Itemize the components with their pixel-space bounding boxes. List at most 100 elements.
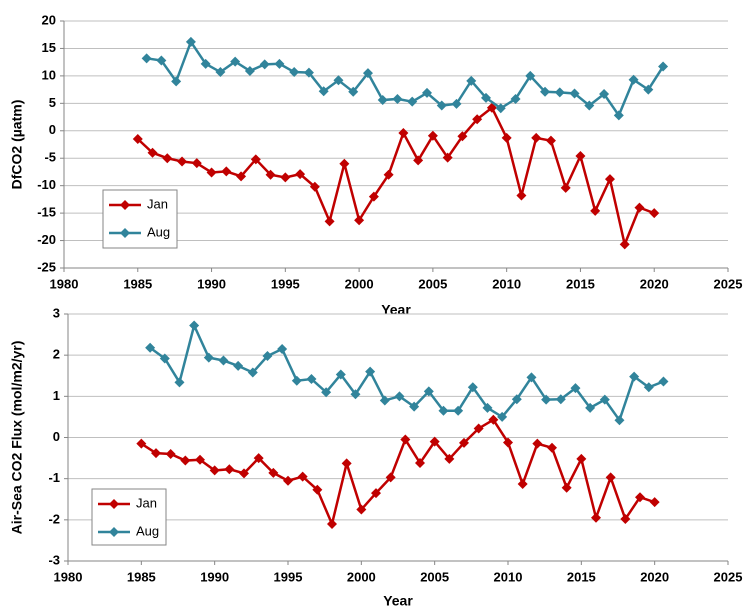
- y-axis-label: Air-Sea CO2 Flux (mol/m2/yr): [9, 341, 25, 535]
- data-point: [379, 395, 390, 406]
- data-point: [265, 169, 276, 180]
- data-point: [495, 103, 506, 114]
- x-tick-label: 1990: [197, 276, 226, 291]
- data-point: [259, 59, 270, 70]
- data-point: [576, 453, 587, 464]
- data-point: [159, 353, 170, 364]
- data-point: [472, 114, 483, 125]
- data-point: [156, 55, 167, 66]
- data-point: [599, 394, 610, 405]
- data-point: [236, 171, 247, 182]
- data-point: [643, 382, 654, 393]
- data-point: [473, 423, 484, 434]
- y-tick-label: -25: [37, 259, 56, 274]
- data-point: [283, 475, 293, 486]
- data-point: [277, 343, 288, 354]
- data-point: [239, 468, 249, 479]
- data-point: [409, 401, 420, 412]
- data-point: [335, 369, 346, 380]
- y-tick-label: 20: [42, 12, 56, 27]
- data-point: [517, 479, 528, 490]
- data-point: [215, 67, 226, 78]
- data-point: [511, 394, 522, 405]
- data-point: [147, 147, 158, 158]
- data-point: [180, 455, 191, 466]
- x-tick-label: 2025: [714, 569, 743, 584]
- data-point: [203, 352, 214, 363]
- chart: -3 -2 -1 0 1 2 3 1980 1985 1990 1995 2000 2005 2010 20…: [9, 305, 743, 608]
- data-point: [189, 320, 200, 331]
- y-tick-label: -15: [37, 205, 56, 220]
- y-tick-label: -1: [48, 470, 60, 485]
- data-point: [191, 158, 202, 169]
- data-point: [453, 405, 464, 416]
- data-point: [177, 156, 188, 167]
- data-point: [141, 53, 152, 64]
- data-point: [262, 350, 273, 361]
- data-point: [545, 135, 556, 146]
- data-point: [341, 458, 352, 469]
- data-point: [394, 391, 405, 402]
- y-tick-label: 2: [53, 347, 60, 362]
- data-point: [614, 415, 625, 426]
- data-point: [303, 67, 314, 78]
- data-point: [385, 472, 396, 483]
- data-point: [377, 95, 388, 106]
- data-point: [162, 153, 173, 164]
- x-tick-label: 1990: [200, 569, 229, 584]
- data-point: [371, 488, 381, 499]
- data-point: [309, 181, 320, 192]
- data-point: [591, 512, 601, 523]
- x-tick-label: 1995: [271, 276, 300, 291]
- data-point: [280, 172, 291, 183]
- y-tick-label: 10: [42, 67, 56, 82]
- data-point: [585, 402, 596, 413]
- data-point: [233, 360, 244, 371]
- data-point: [268, 467, 279, 478]
- data-point: [649, 497, 660, 508]
- data-point: [501, 132, 512, 143]
- data-point: [209, 465, 220, 476]
- legend-marker: [120, 228, 130, 238]
- data-point: [466, 75, 477, 86]
- data-point: [174, 377, 185, 388]
- data-point: [658, 376, 669, 387]
- data-point: [561, 482, 572, 493]
- y-tick-label: 0: [53, 429, 60, 444]
- data-point: [132, 134, 143, 145]
- y-tick-label: -5: [44, 150, 56, 165]
- x-tick-label: 2020: [640, 569, 669, 584]
- data-point: [570, 383, 581, 394]
- x-axis-label: Year: [383, 593, 413, 609]
- data-point: [327, 518, 337, 529]
- data-point: [339, 158, 350, 169]
- x-tick-label: 2005: [420, 569, 449, 584]
- x-tick-label: 1985: [127, 569, 156, 584]
- data-point: [619, 239, 630, 250]
- data-point: [599, 89, 610, 100]
- legend-label: Jan: [147, 196, 168, 211]
- x-tick-label: 1980: [54, 569, 83, 584]
- data-point: [400, 434, 411, 445]
- data-point: [333, 75, 344, 86]
- y-tick-label: -2: [48, 511, 60, 526]
- y-tick-label: 1: [53, 388, 60, 403]
- data-point: [247, 367, 258, 378]
- data-point: [635, 492, 645, 503]
- data-point: [649, 208, 660, 219]
- x-tick-label: 2010: [494, 569, 523, 584]
- data-point: [590, 205, 601, 216]
- data-point: [136, 438, 147, 449]
- data-point: [604, 174, 615, 185]
- data-point: [482, 402, 493, 413]
- data-point: [218, 355, 229, 366]
- data-point: [525, 70, 536, 81]
- data-point: [442, 152, 453, 163]
- data-point: [297, 471, 308, 482]
- legend-box: [91, 488, 167, 546]
- series-line: [136, 105, 655, 249]
- x-tick-label: 2000: [347, 569, 376, 584]
- data-point: [584, 100, 595, 111]
- legend: Jan Aug: [91, 488, 167, 546]
